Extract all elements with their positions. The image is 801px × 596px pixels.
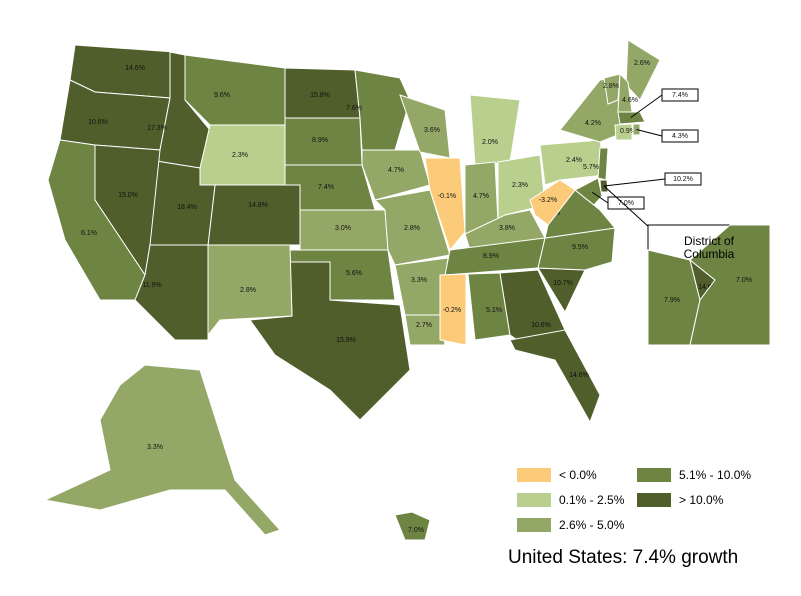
callout-line xyxy=(591,191,609,204)
state xyxy=(469,94,521,166)
legend-label: > 10.0% xyxy=(679,493,724,507)
state-label: 14.6% xyxy=(125,65,145,72)
state-label: 10.7% xyxy=(553,280,573,287)
state-label: 5.7% xyxy=(583,164,599,171)
state-label: 10.6% xyxy=(88,119,108,126)
state-label: 2.8% xyxy=(603,83,619,90)
state-label: 4.2% xyxy=(585,120,601,127)
legend-label: < 0.0% xyxy=(559,468,597,482)
callout-line xyxy=(636,129,663,137)
inset-title: District of Columbia xyxy=(684,234,735,261)
state xyxy=(603,73,621,105)
state-label: 6.1% xyxy=(81,230,97,237)
state-label: -0.2% xyxy=(443,307,461,314)
state-label: 4.7% xyxy=(388,167,404,174)
legend-swatch xyxy=(517,468,551,482)
state-label: 2.4% xyxy=(566,157,582,164)
state-label: 15.0% xyxy=(118,192,138,199)
legend-label: 0.1% - 2.5% xyxy=(559,493,625,507)
inset-label: 14.6% xyxy=(698,284,718,291)
callout-line xyxy=(603,178,666,187)
state-label: 4.6% xyxy=(622,97,638,104)
legend-swatch xyxy=(637,468,671,482)
callout-box xyxy=(664,172,702,186)
callout-box xyxy=(607,196,645,210)
state-label: 14.8% xyxy=(248,202,268,209)
state-label: -3.2% xyxy=(539,197,557,204)
state xyxy=(134,244,209,341)
state-label: 10.6% xyxy=(531,322,551,329)
state-label: 15.9% xyxy=(336,337,356,344)
state-label: 15.8% xyxy=(310,92,330,99)
state-label: 4.7% xyxy=(473,193,489,200)
state-label: 8.9% xyxy=(312,137,328,144)
state xyxy=(597,147,609,181)
state-label: 14.6% xyxy=(569,372,589,379)
callout-line xyxy=(630,94,663,118)
state-label: 5.1% xyxy=(486,307,502,314)
state-label: -0.1% xyxy=(438,193,456,200)
inset-label: 7.0% xyxy=(736,277,752,284)
state xyxy=(509,329,601,424)
state-label: 3.8% xyxy=(499,225,515,232)
state xyxy=(249,261,411,421)
state-label: 9.5% xyxy=(572,244,588,251)
state xyxy=(539,139,606,186)
state-label: 10.2% xyxy=(673,176,693,183)
legend-swatch xyxy=(517,518,551,532)
state-label: 2.8% xyxy=(404,225,420,232)
state xyxy=(404,314,446,346)
state xyxy=(354,69,411,151)
state xyxy=(394,511,431,541)
inset-leader xyxy=(603,185,651,229)
state-label: 17.3% xyxy=(147,125,167,132)
state-label: 5.6% xyxy=(346,270,362,277)
state xyxy=(184,54,286,126)
state-label: 7.4% xyxy=(318,184,334,191)
state-label: 3.3% xyxy=(147,444,163,451)
state-label: 8.9% xyxy=(483,253,499,260)
state-label: 4.3% xyxy=(672,133,688,140)
state-label: 2.6% xyxy=(634,60,650,67)
state-label: 7.0% xyxy=(408,527,424,534)
state-label: 2.3% xyxy=(232,152,248,159)
state xyxy=(361,149,431,201)
state xyxy=(617,111,646,125)
state-label: 2.8% xyxy=(240,287,256,294)
state-label: 11.9% xyxy=(142,282,161,289)
state-label: 3.6% xyxy=(424,127,440,134)
state-label: 7.4% xyxy=(672,92,688,99)
inset-region xyxy=(689,224,771,346)
inset-label: 7.9% xyxy=(664,297,680,304)
state-label: 3.0% xyxy=(335,225,351,232)
state-label: 7.6% xyxy=(346,105,362,112)
state xyxy=(207,184,301,246)
state xyxy=(625,39,661,101)
state-label: 3.3% xyxy=(411,277,427,284)
state xyxy=(424,157,466,252)
state-label: 2.3% xyxy=(512,182,528,189)
state-label: 0.9% xyxy=(620,128,636,135)
state-label: 2.0% xyxy=(482,139,498,146)
state-label: 7.0% xyxy=(618,200,634,207)
footer: United States: 7.4% growth xyxy=(508,547,738,568)
state-label: 18.4% xyxy=(177,204,197,211)
inset-title-line: District of xyxy=(684,234,735,248)
state xyxy=(439,273,467,346)
state-label: 2.7% xyxy=(416,322,432,329)
state xyxy=(614,123,633,141)
state xyxy=(574,177,603,206)
callout-box xyxy=(661,88,699,102)
legend-swatch xyxy=(517,493,551,507)
callout-box xyxy=(661,129,699,143)
legend-swatch xyxy=(637,493,671,507)
state-label: 9.6% xyxy=(214,92,230,99)
legend-label: 5.1% - 10.0% xyxy=(679,468,751,482)
state xyxy=(43,364,281,536)
legend-label: 2.6% - 5.0% xyxy=(559,518,625,532)
inset-title-line: Columbia xyxy=(684,247,735,261)
